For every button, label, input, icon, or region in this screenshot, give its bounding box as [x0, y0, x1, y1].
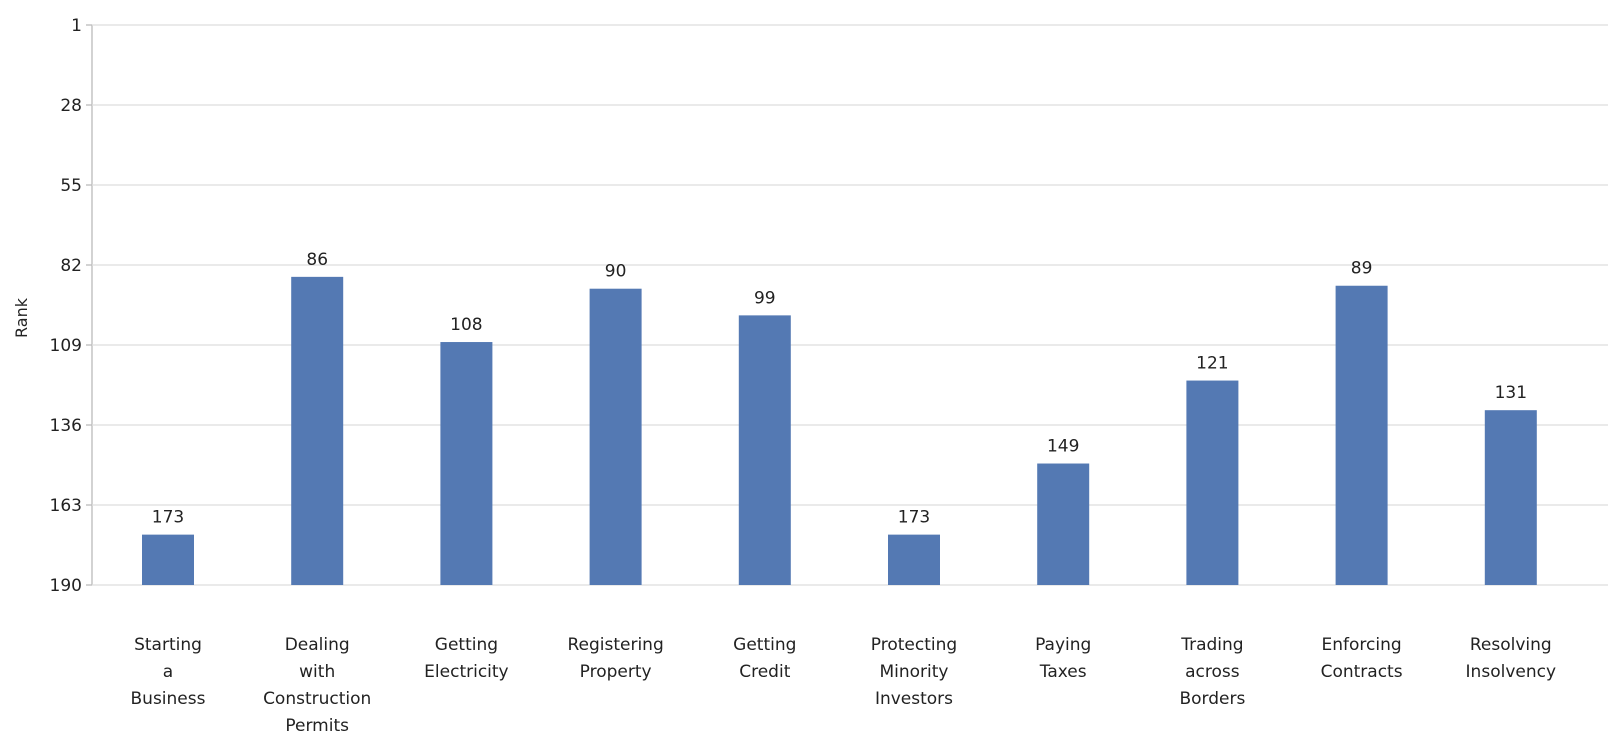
category-label-line: Property [580, 662, 652, 682]
y-tick-label: 82 [60, 256, 82, 276]
category-label-line: Electricity [424, 662, 508, 682]
category-label-line: a [163, 662, 173, 682]
data-label: 121 [1196, 354, 1228, 374]
category-label: Registering Property [567, 635, 663, 682]
category-label-line: Credit [739, 662, 790, 682]
y-tick-label: 190 [50, 576, 82, 596]
gridlines [91, 24, 1608, 586]
data-label: 173 [152, 508, 184, 528]
category-label-line: Starting [134, 635, 202, 655]
category-label-line: Resolving [1470, 635, 1552, 655]
data-label: 131 [1495, 383, 1527, 403]
bar [738, 315, 791, 585]
category-label: Trading across Borders [1179, 635, 1245, 709]
category-label-line: with [299, 662, 335, 682]
category-label-line: Construction [263, 689, 371, 709]
bar [1186, 380, 1239, 585]
category-label-line: Protecting [871, 635, 957, 655]
category-label: Dealing with Construction Permits [263, 635, 371, 736]
category-labels: Starting a Business Dealing with Construction… [131, 635, 1557, 736]
category-label: Resolving Insolvency [1466, 635, 1556, 682]
data-label: 90 [605, 262, 627, 282]
bars [142, 276, 1537, 585]
category-label-line: Minority [879, 662, 948, 682]
category-label-line: Taxes [1039, 662, 1087, 682]
category-label-line: Registering [567, 635, 663, 655]
y-tick-label: 163 [50, 496, 82, 516]
bar [589, 288, 642, 585]
y-tick-label: 1 [71, 16, 82, 36]
category-label: Paying Taxes [1035, 635, 1091, 682]
data-label: 149 [1047, 437, 1079, 457]
category-label: Getting Electricity [424, 635, 508, 682]
y-axis-ticks: 1 28 55 82 109 136 163 190 [50, 16, 92, 596]
bar [440, 342, 493, 585]
category-label-line: Paying [1035, 635, 1091, 655]
category-label-line: Borders [1179, 689, 1245, 709]
category-label: Protecting Minority Investors [871, 635, 957, 709]
category-label-line: across [1185, 662, 1240, 682]
data-label: 86 [306, 250, 328, 270]
bar [1484, 410, 1537, 585]
data-label: 108 [450, 315, 482, 335]
category-label-line: Getting [733, 635, 796, 655]
category-label-line: Investors [875, 689, 953, 709]
y-tick-label: 55 [60, 176, 82, 196]
category-label: Getting Credit [733, 635, 796, 682]
data-labels: 173 86 108 90 99 173 149 121 89 131 [152, 250, 1527, 528]
category-label: Enforcing Contracts [1321, 635, 1403, 682]
category-label-line: Contracts [1321, 662, 1403, 682]
y-tick-label: 28 [60, 96, 82, 116]
bar [291, 276, 344, 585]
bar [1037, 463, 1090, 585]
category-label-line: Trading [1180, 635, 1243, 655]
bar [142, 534, 194, 585]
y-tick-label: 136 [50, 416, 82, 436]
category-label-line: Permits [285, 716, 349, 736]
data-label: 89 [1351, 259, 1373, 279]
data-label: 173 [898, 508, 930, 528]
category-label: Starting a Business [131, 635, 206, 709]
category-label-line: Insolvency [1466, 662, 1556, 682]
category-label-line: Business [131, 689, 206, 709]
bar [888, 534, 940, 585]
category-label-line: Getting [435, 635, 498, 655]
category-label-line: Dealing [285, 635, 350, 655]
category-label-line: Enforcing [1322, 635, 1402, 655]
bar [1335, 285, 1388, 585]
y-tick-label: 109 [50, 336, 82, 356]
y-axis-title: Rank [12, 297, 31, 338]
data-label: 99 [754, 288, 776, 308]
